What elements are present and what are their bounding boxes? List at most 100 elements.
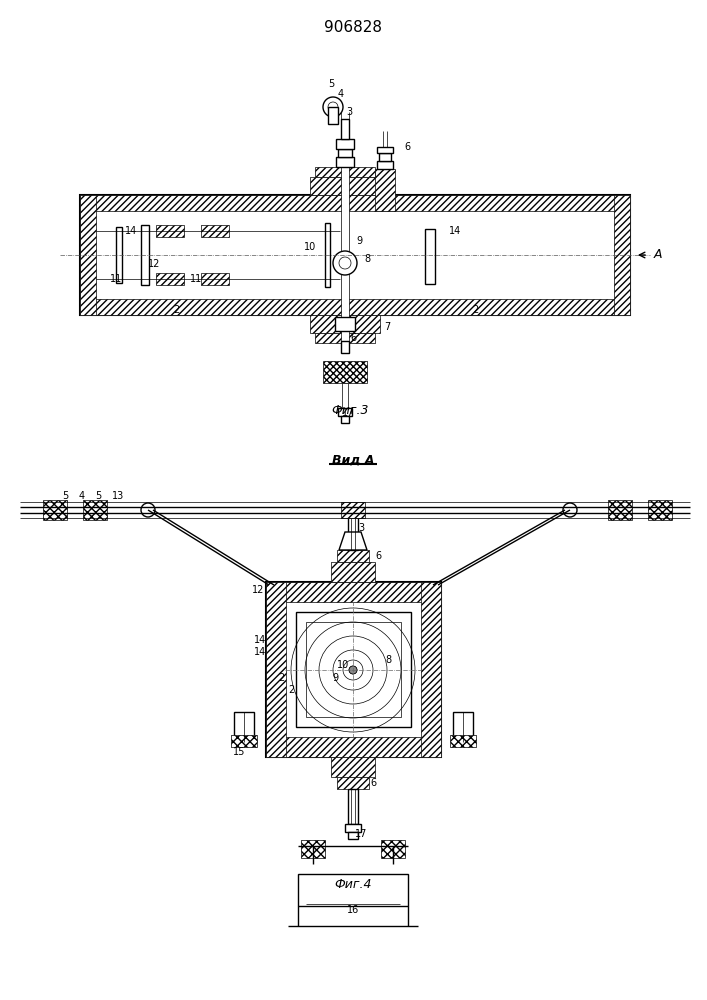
Text: 5: 5 xyxy=(95,491,101,501)
Text: 7: 7 xyxy=(384,322,390,332)
Bar xyxy=(608,500,632,520)
Bar xyxy=(341,167,349,343)
Bar xyxy=(266,582,441,757)
Bar xyxy=(315,167,375,177)
Text: 12: 12 xyxy=(252,585,264,595)
Bar xyxy=(80,195,345,211)
Text: 8: 8 xyxy=(364,254,370,264)
Bar xyxy=(335,317,355,331)
Bar xyxy=(298,874,408,906)
Text: 10: 10 xyxy=(304,242,316,252)
Bar xyxy=(345,195,630,315)
Bar xyxy=(43,500,67,520)
Polygon shape xyxy=(339,532,367,550)
Bar xyxy=(266,582,441,602)
Bar xyxy=(450,735,476,747)
Circle shape xyxy=(563,503,577,517)
Text: 8: 8 xyxy=(385,655,391,665)
Text: 17: 17 xyxy=(355,829,367,839)
Text: 15: 15 xyxy=(233,747,245,757)
Bar xyxy=(331,757,375,777)
Text: 2: 2 xyxy=(288,685,294,695)
Bar xyxy=(348,510,358,550)
Bar xyxy=(325,223,330,287)
Bar xyxy=(345,195,630,211)
Bar xyxy=(80,299,345,315)
Bar xyxy=(377,147,393,153)
Text: Фиг.4: Фиг.4 xyxy=(334,879,372,892)
Text: 6: 6 xyxy=(350,333,356,343)
Bar xyxy=(234,712,254,742)
Bar xyxy=(336,139,354,149)
Text: 6: 6 xyxy=(370,778,376,788)
Bar xyxy=(341,119,349,139)
Bar xyxy=(301,840,325,858)
Bar xyxy=(425,229,435,284)
Text: А: А xyxy=(654,248,662,261)
Text: 906828: 906828 xyxy=(324,20,382,35)
Bar xyxy=(323,361,367,383)
Bar xyxy=(310,177,380,195)
Text: 13: 13 xyxy=(112,491,124,501)
Bar xyxy=(331,562,375,582)
Text: 3: 3 xyxy=(358,523,364,533)
Text: 12: 12 xyxy=(148,259,160,269)
Text: 3: 3 xyxy=(346,107,352,117)
Bar xyxy=(116,227,122,283)
Bar xyxy=(328,107,338,124)
Text: 11: 11 xyxy=(110,274,122,284)
Bar xyxy=(315,333,375,343)
Bar xyxy=(421,582,441,757)
Bar xyxy=(381,840,405,858)
Text: 10: 10 xyxy=(337,660,349,670)
Text: 5: 5 xyxy=(62,491,68,501)
Bar xyxy=(231,735,257,747)
Bar xyxy=(377,161,393,169)
Bar xyxy=(83,500,107,520)
Bar xyxy=(614,195,630,315)
Circle shape xyxy=(141,503,155,517)
Bar xyxy=(336,157,354,167)
Bar xyxy=(379,153,391,161)
Bar xyxy=(348,832,358,839)
Bar xyxy=(201,273,229,285)
Text: 2: 2 xyxy=(472,305,478,315)
Text: Вид А: Вид А xyxy=(332,454,374,466)
Bar xyxy=(342,383,348,408)
Text: 16: 16 xyxy=(347,905,359,915)
Text: 5: 5 xyxy=(328,79,334,89)
Bar xyxy=(341,341,349,353)
Bar xyxy=(306,622,401,717)
Text: 17: 17 xyxy=(341,408,354,418)
Text: 2: 2 xyxy=(173,305,179,315)
Text: 9: 9 xyxy=(332,673,338,683)
Bar xyxy=(201,225,229,237)
Text: 2: 2 xyxy=(278,673,284,683)
Bar xyxy=(375,169,395,211)
Text: 14: 14 xyxy=(449,226,461,236)
Bar xyxy=(296,612,411,727)
Bar xyxy=(348,789,358,824)
Bar xyxy=(266,737,441,757)
Text: 11: 11 xyxy=(190,274,202,284)
Bar xyxy=(338,149,352,157)
Bar xyxy=(156,225,184,237)
Text: 14: 14 xyxy=(254,647,266,657)
Bar xyxy=(337,777,369,789)
Bar xyxy=(337,550,369,562)
Bar xyxy=(345,299,630,315)
Bar xyxy=(156,273,184,285)
Circle shape xyxy=(349,666,357,674)
Bar xyxy=(266,582,286,757)
Text: 4: 4 xyxy=(338,89,344,99)
Text: Фиг.3: Фиг.3 xyxy=(332,403,369,416)
Text: 4: 4 xyxy=(79,491,85,501)
Bar xyxy=(338,408,352,416)
Bar xyxy=(341,416,349,423)
Bar xyxy=(345,824,361,832)
Bar xyxy=(453,712,473,742)
Bar xyxy=(648,500,672,520)
Circle shape xyxy=(333,251,357,275)
Bar xyxy=(310,315,380,333)
Bar xyxy=(80,195,345,315)
